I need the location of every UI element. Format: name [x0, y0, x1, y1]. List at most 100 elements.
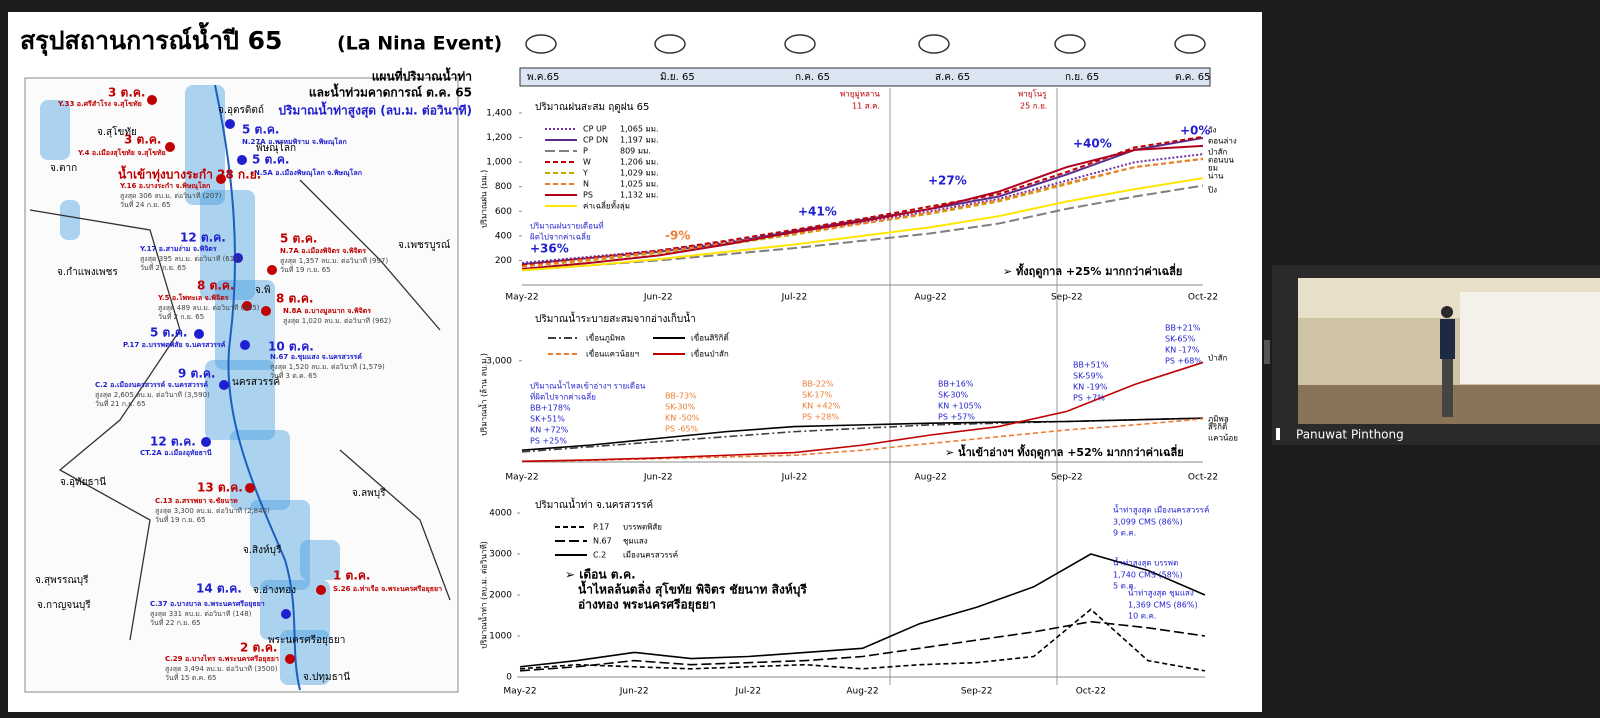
- inflow-note: KN +72%: [530, 426, 569, 435]
- legend-label: เขื่อนป่าสัก: [691, 348, 729, 359]
- y-axis-label: ปริมาณฝน (มม.): [480, 170, 489, 229]
- inflow-note: KN +42%: [802, 402, 841, 411]
- station-marker: [237, 155, 247, 165]
- chart-title: ปริมาณน้ำท่า จ.นครสวรรค์: [535, 497, 653, 511]
- splitter[interactable]: [1264, 340, 1270, 364]
- legend-label: CP UP: [583, 125, 607, 134]
- station-detail: วันที่ 2 ก.ย. 65: [140, 263, 186, 272]
- legend-label: เขื่อนสิริกิติ์: [691, 332, 730, 343]
- series-end-label: น่าน: [1208, 172, 1224, 181]
- annotation: +36%: [530, 242, 569, 256]
- y-tick-label: 1,000: [486, 158, 512, 168]
- province-label: จ.ตาก: [50, 163, 77, 174]
- province-label: จ.กาญจนบุรี: [37, 599, 91, 611]
- station-marker: [240, 340, 250, 350]
- x-tick-label: Aug-22: [846, 687, 878, 697]
- station-detail: วันที่ 19 ก.ย. 65: [280, 265, 331, 274]
- station-code: Y.5 อ.โพทะเล จ.พิจิตร: [157, 293, 229, 302]
- station-marker: [285, 654, 295, 664]
- timeline-month: ส.ค. 65: [935, 72, 970, 83]
- province-label: จ.สุโขทัย: [97, 125, 137, 138]
- station-marker: [261, 306, 271, 316]
- chart-note: ➢ น้ำเข้าอ่างฯ ทั้งฤดูกาล +52% มากกว่าค่…: [945, 444, 1184, 460]
- station-detail: วันที่ 19 ก.ย. 65: [155, 515, 206, 524]
- inflow-note: SK-30%: [938, 391, 969, 400]
- map: [24, 77, 459, 693]
- legend-label: N: [583, 180, 589, 189]
- y-tick-label: 400: [495, 231, 512, 241]
- series-line: [521, 417, 1204, 451]
- legend-value: 1,025 มม.: [620, 180, 659, 189]
- timeline-month: ก.ย. 65: [1065, 72, 1099, 83]
- weather-icon: [525, 34, 557, 54]
- legend-value: 1,065 มม.: [620, 125, 659, 134]
- series-end-label: แควน้อย: [1208, 434, 1238, 443]
- x-tick-label: Oct-22: [1188, 293, 1218, 303]
- station-code: Y.16 อ.บางระกำ จ.พิษณุโลก: [119, 181, 210, 190]
- station-detail: วันที่ 3 ต.ค. 65: [270, 371, 317, 380]
- legend-detail: บรรพตพิสัย: [623, 523, 662, 532]
- y-tick-label: 2000: [489, 591, 512, 601]
- x-tick-label: Jul-22: [781, 473, 808, 483]
- legend-label: เขื่อนภูมิพล: [586, 332, 625, 344]
- chart-title: ปริมาณฝนสะสม ฤดูฝน 65: [535, 102, 649, 113]
- series-end-label: ปิง: [1207, 186, 1217, 195]
- y-tick-label: 800: [495, 182, 512, 192]
- flood-area: [260, 580, 330, 640]
- inflow-note: BB+21%: [1165, 324, 1201, 333]
- series-end-label: ตอนล่าง: [1208, 137, 1237, 146]
- province-label: นครสวรรค์: [232, 376, 280, 388]
- legend-label: ค่าเฉลี่ยทั้งลุ่ม: [583, 200, 630, 211]
- legend-detail: เมืองนครสวรรค์: [623, 550, 678, 560]
- y-tick-label: 0: [506, 673, 512, 683]
- chart-note: ➢ เดือน ต.ค.: [565, 568, 636, 582]
- station-marker: [201, 437, 211, 447]
- legend-label: เขื่อนแควน้อยฯ: [586, 348, 639, 359]
- station-marker: [281, 609, 291, 619]
- station-detail: สูงสุด 395 ลบ.ม. ต่อวินาที (614): [140, 255, 242, 263]
- y-tick-label: 3000: [489, 550, 512, 560]
- annotation: +41%: [798, 205, 837, 219]
- legend-value: 1,197 มม.: [620, 136, 659, 145]
- province-label: จ.อุทัยธานี: [60, 476, 106, 488]
- inflow-note: ปริมาณน้ำไหลเข้าอ่างฯ รายเดือน: [530, 380, 646, 391]
- province-label: พิษณุโลก: [256, 141, 296, 154]
- station-date: 5 ต.ค.: [242, 123, 279, 137]
- weather-icon: [654, 34, 686, 54]
- legend-value: 1,029 มม.: [620, 169, 659, 178]
- timeline-bar: [519, 67, 1211, 87]
- station-code: N.67 อ.ชุมแสง จ.นครสวรรค์: [270, 352, 362, 361]
- annotation: ปริมาณฝนรายเดือนที่: [530, 220, 604, 231]
- x-tick-label: Jul-22: [735, 687, 762, 697]
- y-tick-label: 1000: [489, 632, 512, 642]
- weather-icon: [918, 34, 950, 54]
- province-label: จ.ลพบุรี: [352, 487, 386, 499]
- flood-area: [300, 540, 340, 580]
- y-tick-label: 200: [495, 256, 512, 266]
- station-detail: สูงสุด 489 ลบ.ม. ต่อวินาที (465): [158, 304, 260, 312]
- station-marker: [165, 142, 175, 152]
- annotation: 1,369 CMS (86%): [1128, 601, 1198, 610]
- station-detail: สูงสุด 1,020 ลบ.ม. ต่อวินาที (962): [283, 317, 391, 325]
- province-label: จ.กำแพงเพชร: [57, 267, 118, 278]
- legend-label: N.67: [593, 537, 612, 546]
- inflow-note: SK-17%: [802, 391, 833, 400]
- station-marker: [147, 95, 157, 105]
- inflow-note: PS -65%: [665, 425, 699, 434]
- station-detail: วันที่ 22 ก.ย. 65: [150, 618, 201, 627]
- legend-label: P: [583, 147, 588, 156]
- inflow-note: ที่ผิดไปจากค่าเฉลี่ย: [530, 391, 596, 402]
- legend-label: P.17: [593, 523, 609, 532]
- flood-area: [280, 630, 330, 685]
- series-line: [519, 620, 1206, 672]
- series-line: [521, 361, 1204, 463]
- inflow-note: PS +57%: [938, 413, 975, 422]
- timeline-month: ก.ค. 65: [795, 72, 830, 83]
- province-label: จ.พิ: [255, 285, 271, 296]
- series-end-label: ยม: [1208, 164, 1218, 173]
- annotation: 10 ต.ค.: [1128, 612, 1156, 621]
- station-code: CT.2A อ.เมืองอุทัยธานี: [140, 449, 212, 457]
- x-tick-label: Oct-22: [1188, 473, 1218, 483]
- y-tick-label: 1,400: [486, 109, 512, 119]
